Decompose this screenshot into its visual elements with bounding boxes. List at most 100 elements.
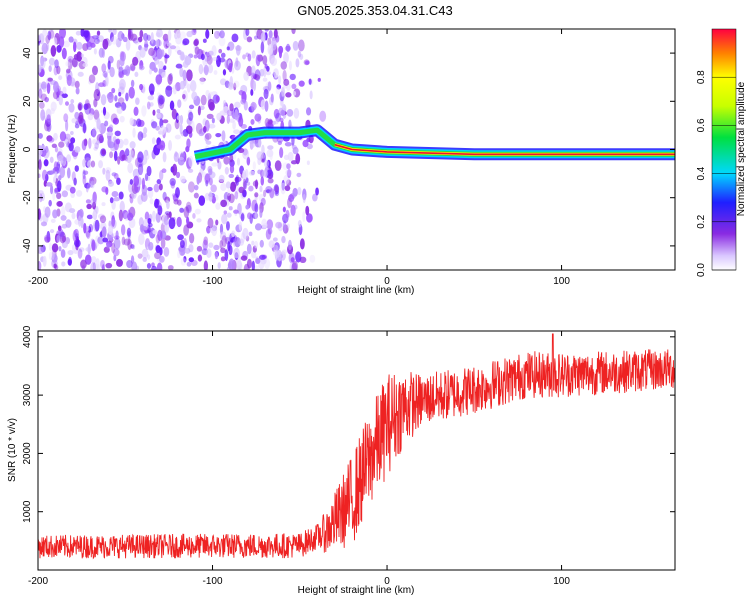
- noise-blob: [250, 89, 254, 96]
- noise-blob: [211, 195, 216, 204]
- noise-blob: [180, 51, 185, 61]
- noise-blob: [165, 123, 172, 133]
- noise-blob: [246, 243, 252, 255]
- noise-blob: [95, 140, 100, 145]
- noise-blob: [242, 54, 246, 60]
- noise-blob: [130, 33, 138, 42]
- noise-blob: [290, 204, 296, 217]
- noise-blob: [233, 82, 237, 91]
- noise-blob: [240, 98, 246, 105]
- noise-blob: [180, 131, 185, 137]
- noise-blob: [235, 45, 242, 52]
- noise-blob: [51, 253, 58, 263]
- noise-blob: [46, 82, 51, 94]
- noise-blob: [105, 75, 109, 87]
- noise-blob: [173, 199, 179, 205]
- noise-blob: [228, 258, 235, 270]
- noise-blob: [113, 254, 117, 262]
- noise-blob: [108, 29, 113, 33]
- noise-blob: [86, 103, 91, 109]
- noise-blob: [275, 87, 281, 95]
- noise-blob: [74, 80, 80, 89]
- noise-blob: [144, 173, 149, 182]
- noise-blob: [254, 192, 259, 198]
- noise-blob: [129, 141, 136, 149]
- noise-blob: [200, 94, 207, 106]
- noise-blob: [130, 79, 135, 88]
- noise-blob: [67, 258, 72, 266]
- noise-blob: [229, 238, 233, 246]
- noise-blob: [269, 188, 275, 199]
- bottom-y-axis-label: SNR (10 * v/v): [7, 418, 18, 482]
- noise-blob: [227, 232, 234, 238]
- noise-blob: [120, 102, 127, 111]
- noise-blob: [61, 190, 69, 198]
- noise-blob: [279, 99, 285, 108]
- noise-blob: [56, 65, 61, 75]
- noise-blob: [74, 165, 79, 172]
- noise-blob: [164, 54, 170, 59]
- noise-blob: [66, 154, 72, 163]
- bottom-y-tick-label: 3000: [22, 384, 33, 407]
- top-x-tick-label: -200: [28, 276, 48, 287]
- noise-blob: [113, 235, 120, 240]
- noise-blob: [216, 55, 221, 68]
- noise-blob: [198, 131, 205, 137]
- noise-blob: [108, 180, 114, 187]
- noise-blob: [158, 95, 165, 105]
- noise-blob: [125, 39, 131, 51]
- top-y-tick-label: -20: [22, 190, 33, 205]
- noise-blob: [175, 63, 183, 69]
- noise-blob: [251, 65, 256, 78]
- noise-blob: [61, 47, 67, 60]
- noise-blob: [50, 45, 57, 57]
- top-y-tick-label: 20: [22, 95, 33, 107]
- noise-blob: [71, 244, 76, 252]
- noise-blob: [91, 239, 96, 252]
- noise-blob: [297, 220, 302, 228]
- noise-blob: [261, 169, 269, 178]
- noise-blob: [195, 122, 203, 135]
- noise-blob: [306, 160, 310, 166]
- noise-blob: [106, 243, 110, 249]
- noise-blob: [277, 249, 282, 262]
- noise-blob: [151, 265, 157, 270]
- noise-blob: [202, 239, 208, 251]
- noise-blob: [46, 121, 52, 132]
- noise-blob: [226, 46, 230, 51]
- noise-blob: [223, 156, 230, 165]
- noise-blob: [71, 57, 78, 68]
- noise-blob: [66, 167, 71, 179]
- noise-blob: [210, 184, 217, 193]
- noise-blob: [251, 250, 257, 259]
- top-y-tick-label: -40: [22, 238, 33, 253]
- noise-blob: [206, 113, 214, 120]
- noise-blob: [156, 92, 161, 97]
- noise-blob: [240, 255, 248, 261]
- noise-blob: [68, 77, 76, 87]
- noise-blob: [160, 237, 166, 249]
- noise-blob: [91, 211, 97, 220]
- noise-blob: [281, 86, 285, 97]
- noise-blob: [48, 199, 52, 207]
- noise-blob: [218, 48, 223, 54]
- noise-blob: [215, 132, 222, 138]
- noise-blob: [247, 212, 252, 220]
- noise-blob: [259, 208, 263, 218]
- noise-blob: [267, 118, 273, 125]
- noise-blob: [82, 174, 87, 186]
- noise-blob: [172, 163, 178, 176]
- noise-blob: [206, 51, 210, 58]
- noise-blob: [143, 150, 147, 160]
- noise-blob: [155, 39, 162, 47]
- noise-blob: [244, 169, 249, 179]
- noise-blob: [50, 101, 57, 112]
- noise-blob: [233, 209, 239, 214]
- noise-blob: [176, 115, 181, 121]
- noise-blob: [193, 192, 199, 199]
- noise-blob: [245, 29, 250, 37]
- noise-blob: [49, 184, 54, 195]
- noise-blob: [255, 257, 261, 264]
- noise-blob: [95, 205, 99, 215]
- noise-blob: [215, 95, 220, 103]
